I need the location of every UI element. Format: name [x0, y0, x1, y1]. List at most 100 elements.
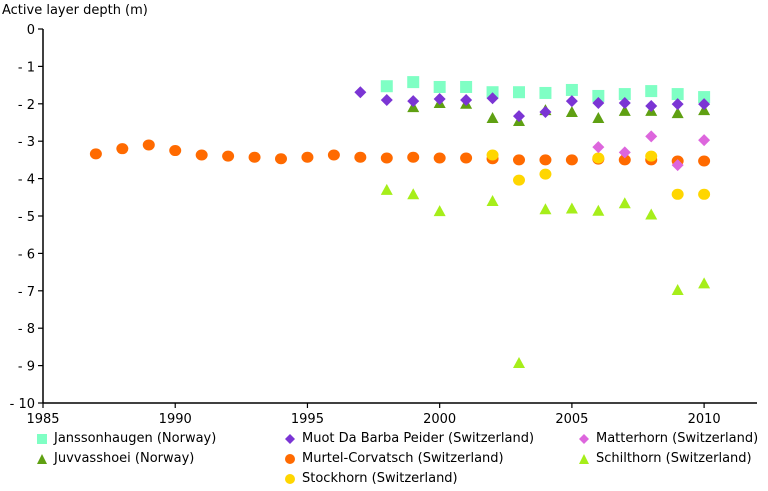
data-point	[142, 139, 155, 151]
y-tick-label: - 7	[18, 285, 35, 300]
data-point	[513, 154, 525, 166]
data-point	[592, 89, 605, 102]
data-point	[433, 205, 446, 217]
data-point	[275, 153, 287, 165]
data-point	[301, 151, 314, 163]
data-point	[513, 110, 525, 123]
data-point	[698, 91, 711, 104]
data-point	[539, 86, 552, 99]
data-point	[407, 95, 420, 108]
data-point	[539, 154, 552, 166]
data-point	[618, 88, 631, 101]
legend-item-schilthorn: Schilthorn (Switzerland)	[578, 451, 752, 466]
data-point	[592, 112, 605, 124]
legend-item-stockhorn: Stockhorn (Switzerland)	[284, 471, 458, 486]
data-point	[89, 148, 102, 160]
data-point	[539, 106, 552, 119]
y-tick-label: - 3	[18, 135, 35, 150]
data-point	[539, 203, 552, 215]
data-point	[645, 100, 658, 113]
data-point	[460, 94, 473, 107]
x-tick-label: 2005	[555, 412, 588, 427]
y-tick-label: - 5	[18, 210, 35, 225]
y-tick-label: - 6	[18, 247, 35, 262]
data-point	[645, 208, 658, 220]
data-point	[513, 174, 525, 186]
y-tick-label: - 2	[18, 98, 35, 113]
data-point	[671, 98, 684, 111]
legend-item-matterhorn: Matterhorn (Switzerland)	[578, 431, 758, 446]
y-tick-label: - 10	[10, 397, 35, 412]
data-point	[671, 159, 684, 172]
data-point	[486, 92, 499, 105]
data-point	[645, 150, 658, 162]
y-tick-label: - 8	[18, 322, 35, 337]
data-point	[248, 151, 261, 163]
legend-item-murtel-corvatsch: Murtel-Corvatsch (Switzerland)	[284, 451, 504, 466]
data-point	[698, 277, 711, 289]
data-point	[116, 143, 129, 155]
x-tick-label: 1985	[26, 412, 59, 427]
data-point	[407, 151, 420, 163]
x-tick-label: 1995	[291, 412, 324, 427]
data-point	[565, 83, 578, 96]
data-point	[592, 141, 605, 154]
data-point	[433, 152, 446, 164]
data-point	[698, 155, 711, 167]
data-point	[565, 95, 578, 108]
data-point	[618, 146, 631, 159]
y-axis-label: Active layer depth (m)	[2, 3, 148, 18]
circle-marker-icon	[285, 453, 295, 464]
data-point	[407, 76, 420, 89]
circle-marker-icon	[285, 473, 295, 484]
data-marks	[89, 76, 711, 368]
data-point	[565, 202, 578, 214]
data-point	[486, 195, 499, 207]
data-point	[618, 97, 631, 110]
diamond-marker-icon	[285, 433, 295, 444]
series-juvvasshoei	[407, 97, 711, 127]
y-tick-label: 0	[27, 23, 35, 38]
data-point	[380, 94, 393, 107]
x-tick-label: 2000	[423, 412, 456, 427]
data-point	[380, 152, 393, 164]
triangle-marker-icon	[579, 453, 589, 464]
legend-label: Murtel-Corvatsch (Switzerland)	[302, 451, 504, 466]
data-point	[698, 98, 711, 111]
legend-item-muot-da-barba-peider: Muot Da Barba Peider (Switzerland)	[284, 431, 534, 446]
data-point	[513, 86, 525, 99]
data-point	[618, 104, 631, 116]
data-point	[354, 86, 367, 99]
data-point	[380, 80, 393, 93]
square-marker-icon	[37, 433, 47, 444]
y-tick-label: - 1	[18, 60, 35, 75]
data-point	[539, 168, 552, 180]
data-point	[380, 183, 393, 195]
legend-label: Matterhorn (Switzerland)	[596, 431, 759, 446]
data-point	[671, 284, 684, 296]
triangle-marker-icon	[37, 453, 47, 464]
data-point	[222, 150, 235, 162]
data-point	[618, 197, 631, 209]
data-point	[460, 80, 473, 93]
legend-label: Juvvasshoei (Norway)	[54, 451, 195, 466]
data-point	[671, 107, 684, 119]
data-point	[486, 149, 499, 161]
legend-label: Janssonhaugen (Norway)	[54, 431, 217, 446]
data-point	[433, 92, 446, 105]
x-tick-label: 1990	[159, 412, 192, 427]
legend-label: Stockhorn (Switzerland)	[302, 471, 458, 486]
data-point	[698, 188, 711, 200]
legend-label: Muot Da Barba Peider (Switzerland)	[302, 431, 535, 446]
y-tick-label: - 4	[18, 173, 35, 188]
data-point	[354, 151, 367, 163]
x-tick-label: 2010	[688, 412, 721, 427]
data-point	[592, 204, 605, 216]
data-point	[565, 154, 578, 166]
data-point	[327, 149, 340, 161]
data-point	[671, 88, 684, 101]
data-point	[698, 134, 711, 147]
data-point	[195, 149, 208, 161]
legend-label: Schilthorn (Switzerland)	[596, 451, 752, 466]
